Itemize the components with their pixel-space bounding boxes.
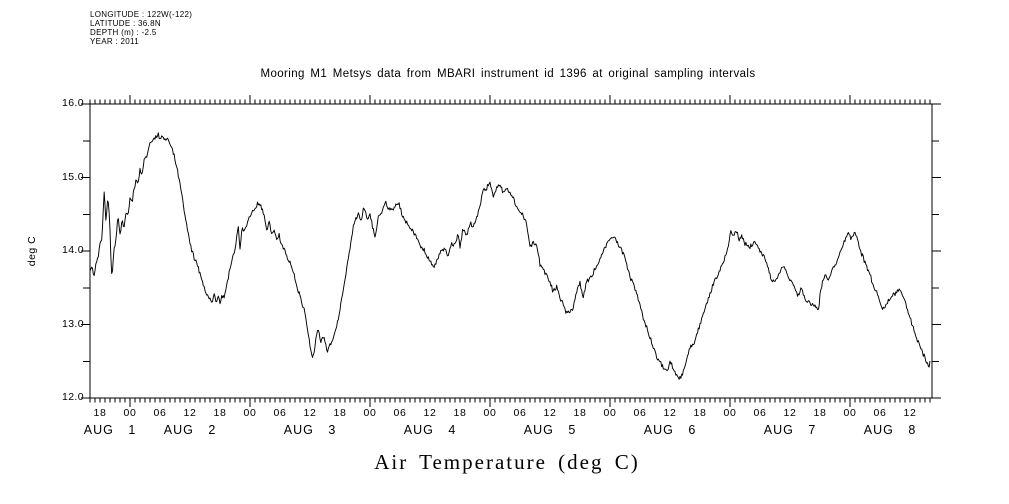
y-tick-label: 12.0 — [61, 391, 84, 403]
day-label: AUG 2 — [163, 423, 217, 437]
hour-tick-label: 12 — [423, 407, 437, 419]
day-label: AUG 8 — [863, 423, 917, 437]
hour-tick-label: 06 — [873, 407, 887, 419]
hour-tick-label: 06 — [753, 407, 767, 419]
hour-tick-label: 06 — [633, 407, 647, 419]
info-latitude: LATITUDE : 36.8N — [90, 19, 161, 28]
day-label: AUG 5 — [523, 423, 577, 437]
y-tick-label: 13.0 — [61, 317, 84, 330]
info-year: YEAR : 2011 — [90, 37, 139, 46]
y-tick-label: 14.0 — [61, 244, 84, 256]
hour-tick-label: 18 — [333, 407, 347, 419]
hour-tick-label: 12 — [663, 407, 677, 419]
plot-frame — [89, 103, 933, 399]
hour-tick-label: 06 — [513, 407, 527, 419]
y-tick-label: 16.0 — [61, 97, 84, 109]
hour-tick-label: 12 — [303, 407, 317, 419]
hour-tick-label: 12 — [183, 407, 197, 419]
hour-tick-label: 00 — [843, 407, 857, 419]
hour-tick-label: 00 — [243, 407, 257, 419]
day-label: AUG 4 — [403, 423, 457, 437]
hour-tick-label: 18 — [573, 407, 587, 419]
hour-tick-label: 06 — [273, 407, 287, 419]
x-axis-caption: Air Temperature (deg C) — [374, 450, 640, 474]
chart-title: Mooring M1 Metsys data from MBARI instru… — [260, 68, 756, 80]
hour-tick-label: 12 — [903, 407, 917, 419]
y-tick-label: 15.0 — [61, 170, 84, 183]
hour-tick-label: 18 — [813, 407, 827, 419]
day-label: AUG 1 — [83, 423, 137, 437]
hour-tick-label: 18 — [693, 407, 707, 419]
day-label: AUG 6 — [643, 423, 697, 437]
info-depth: DEPTH (m) : -2.5 — [90, 28, 157, 37]
hour-tick-label: 18 — [93, 407, 107, 419]
temperature-line — [89, 132, 931, 380]
hour-tick-label: 12 — [783, 407, 797, 419]
info-longitude: LONGITUDE : 122W(-122) — [90, 10, 193, 19]
axes-frame — [81, 95, 941, 407]
day-label: AUG 3 — [283, 423, 337, 437]
hour-tick-label: 00 — [363, 407, 377, 419]
hour-tick-label: 12 — [543, 407, 557, 419]
hour-tick-label: 00 — [723, 407, 737, 419]
hour-tick-label: 06 — [153, 407, 167, 419]
hour-tick-label: 18 — [213, 407, 227, 419]
hour-tick-label: 00 — [603, 407, 617, 419]
day-label: AUG 7 — [763, 423, 817, 437]
hour-tick-label: 06 — [393, 407, 407, 419]
hour-tick-label: 00 — [483, 407, 497, 419]
hour-tick-label: 00 — [123, 407, 137, 419]
hour-tick-label: 18 — [453, 407, 467, 419]
